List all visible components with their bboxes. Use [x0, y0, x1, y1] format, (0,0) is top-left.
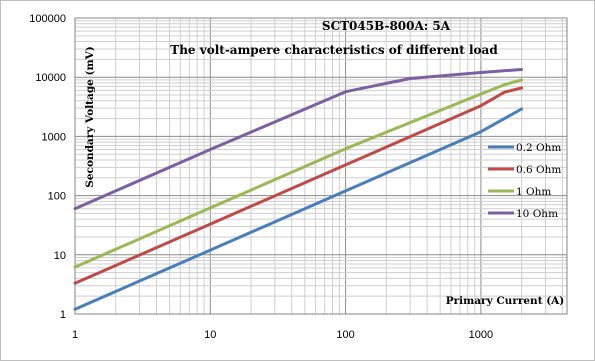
legend: 0.2 Ohm 0.6 Ohm 1 Ohm 10 Ohm	[488, 142, 561, 220]
x-axis-label: Primary Current (A)	[446, 295, 565, 307]
y-tick-label: 1	[60, 309, 66, 321]
x-tick-label: 1	[72, 329, 78, 341]
legend-label: 0.6 Ohm	[516, 164, 561, 176]
chart-subtitle: The volt-ampere characteristics of diffe…	[170, 43, 498, 57]
x-tick-label: 100	[336, 329, 354, 341]
series-lines	[73, 68, 524, 311]
legend-label: 10 Ohm	[516, 208, 558, 220]
y-axis-label: Secondary Voltage (mV)	[84, 46, 96, 187]
legend-label: 1 Ohm	[516, 186, 551, 198]
chart-title: SCT045B-800A: 5A	[322, 19, 451, 33]
series-line	[73, 107, 524, 311]
y-tick-label: 100000	[29, 13, 66, 25]
y-tick-label: 100	[48, 191, 66, 203]
plot-frame	[74, 17, 568, 315]
x-tick-labels: 1 10 100 1000	[72, 329, 493, 341]
y-tick-label: 10	[54, 250, 66, 262]
series-line	[73, 78, 524, 269]
y-tick-label: 1000	[42, 131, 66, 143]
series-line	[73, 68, 524, 211]
series-line	[73, 86, 524, 285]
x-tick-label: 10	[204, 329, 216, 341]
y-tick-labels: 1 10 100 1000 10000 100000	[29, 13, 66, 321]
y-tick-label: 10000	[35, 72, 66, 84]
x-tick-label: 1000	[469, 329, 493, 341]
legend-label: 0.2 Ohm	[516, 142, 561, 154]
